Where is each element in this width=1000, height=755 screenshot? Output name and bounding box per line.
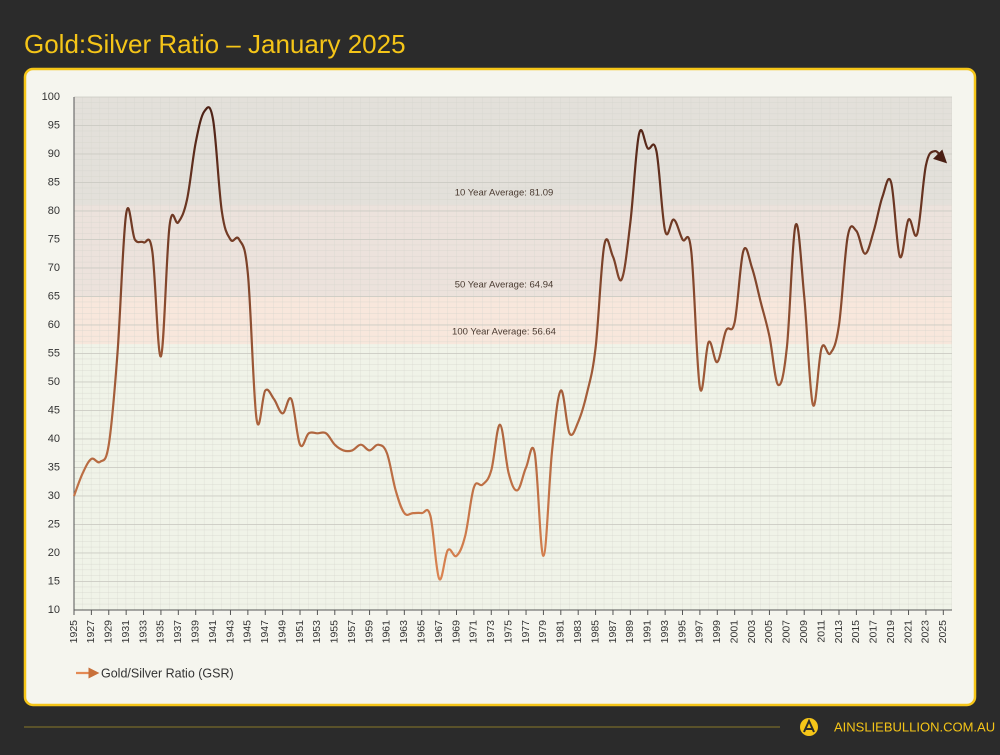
x-tick-label: 1927 [85,620,97,644]
x-tick-label: 1975 [502,620,514,644]
x-tick-label: 2003 [746,620,758,644]
x-tick-label: 2011 [815,620,827,643]
x-tick-label: 1955 [329,620,341,644]
x-tick-label: 1935 [155,620,167,644]
x-tick-label: 2023 [920,620,932,644]
plot: 1015202530354045505560657075808590951001… [42,91,952,680]
x-tick-label: 1945 [242,620,254,644]
x-tick-label: 1963 [398,620,410,644]
x-tick-label: 1949 [276,620,288,644]
x-tick-label: 1957 [346,620,358,644]
x-tick-label: 2021 [902,620,914,644]
y-tick-label: 50 [48,376,60,388]
annotation: 100 Year Average: 56.64 [452,327,556,338]
y-tick-label: 70 [48,262,60,274]
y-tick-label: 35 [48,461,60,473]
footer-brand: AINSLIEBULLION.COM.AU [834,719,995,734]
x-tick-label: 1997 [694,620,706,644]
x-tick-label: 1929 [103,620,115,644]
chart-title: Gold:Silver Ratio – January 2025 [24,29,406,59]
x-tick-label: 1993 [659,620,671,644]
x-tick-label: 2005 [763,620,775,644]
x-tick-label: 1925 [68,620,80,644]
y-tick-label: 10 [48,604,60,616]
annotation: 10 Year Average: 81.09 [455,187,554,198]
x-tick-label: 1941 [207,620,219,644]
x-tick-label: 1953 [311,620,323,644]
x-tick-label: 2017 [868,620,880,644]
series-line [72,106,948,581]
x-tick-label: 1933 [137,620,149,644]
x-tick-label: 1991 [642,620,654,644]
x-tick-label: 1989 [624,620,636,644]
x-tick-label: 2001 [728,620,740,644]
x-tick-label: 2025 [937,620,949,644]
x-tick-label: 1979 [537,620,549,644]
x-tick-label: 1965 [416,620,428,644]
x-tick-label: 1999 [711,620,723,644]
y-tick-label: 75 [48,233,60,245]
legend-label: Gold/Silver Ratio (GSR) [101,666,234,680]
x-tick-label: 2007 [781,620,793,644]
x-tick-label: 1971 [468,620,480,644]
y-tick-label: 65 [48,290,60,302]
y-tick-label: 95 [48,119,60,131]
x-tick-label: 1961 [381,620,393,644]
y-tick-label: 55 [48,347,60,359]
y-tick-label: 15 [48,575,60,587]
y-tick-label: 45 [48,404,60,416]
x-tick-label: 1983 [572,620,584,644]
x-tick-label: 1973 [485,620,497,644]
x-tick-label: 1987 [607,620,619,644]
x-tick-label: 1943 [224,620,236,644]
x-tick-label: 2013 [833,620,845,644]
x-tick-label: 1995 [676,620,688,644]
y-tick-label: 90 [48,148,60,160]
y-tick-label: 25 [48,518,60,530]
y-tick-label: 85 [48,176,60,188]
y-tick-label: 40 [48,433,60,445]
x-tick-label: 1937 [172,620,184,644]
x-tick-label: 1967 [433,620,445,644]
y-tick-label: 60 [48,319,60,331]
x-tick-label: 1951 [294,620,306,644]
x-tick-label: 2015 [850,620,862,644]
x-tick-label: 1947 [259,620,271,644]
x-tick-label: 2019 [885,620,897,644]
x-tick-label: 1959 [363,620,375,644]
annotation: 50 Year Average: 64.94 [455,279,554,290]
x-tick-label: 1981 [555,620,567,644]
x-tick-label: 2009 [798,620,810,644]
x-tick-label: 1939 [189,620,201,644]
x-tick-label: 1969 [450,620,462,644]
y-tick-label: 20 [48,547,60,559]
logo-mark [803,718,815,733]
y-tick-label: 30 [48,490,60,502]
x-tick-label: 1985 [589,620,601,644]
y-tick-label: 100 [42,91,60,103]
x-tick-label: 1977 [520,620,532,644]
y-tick-label: 80 [48,205,60,217]
x-tick-label: 1931 [120,620,132,644]
